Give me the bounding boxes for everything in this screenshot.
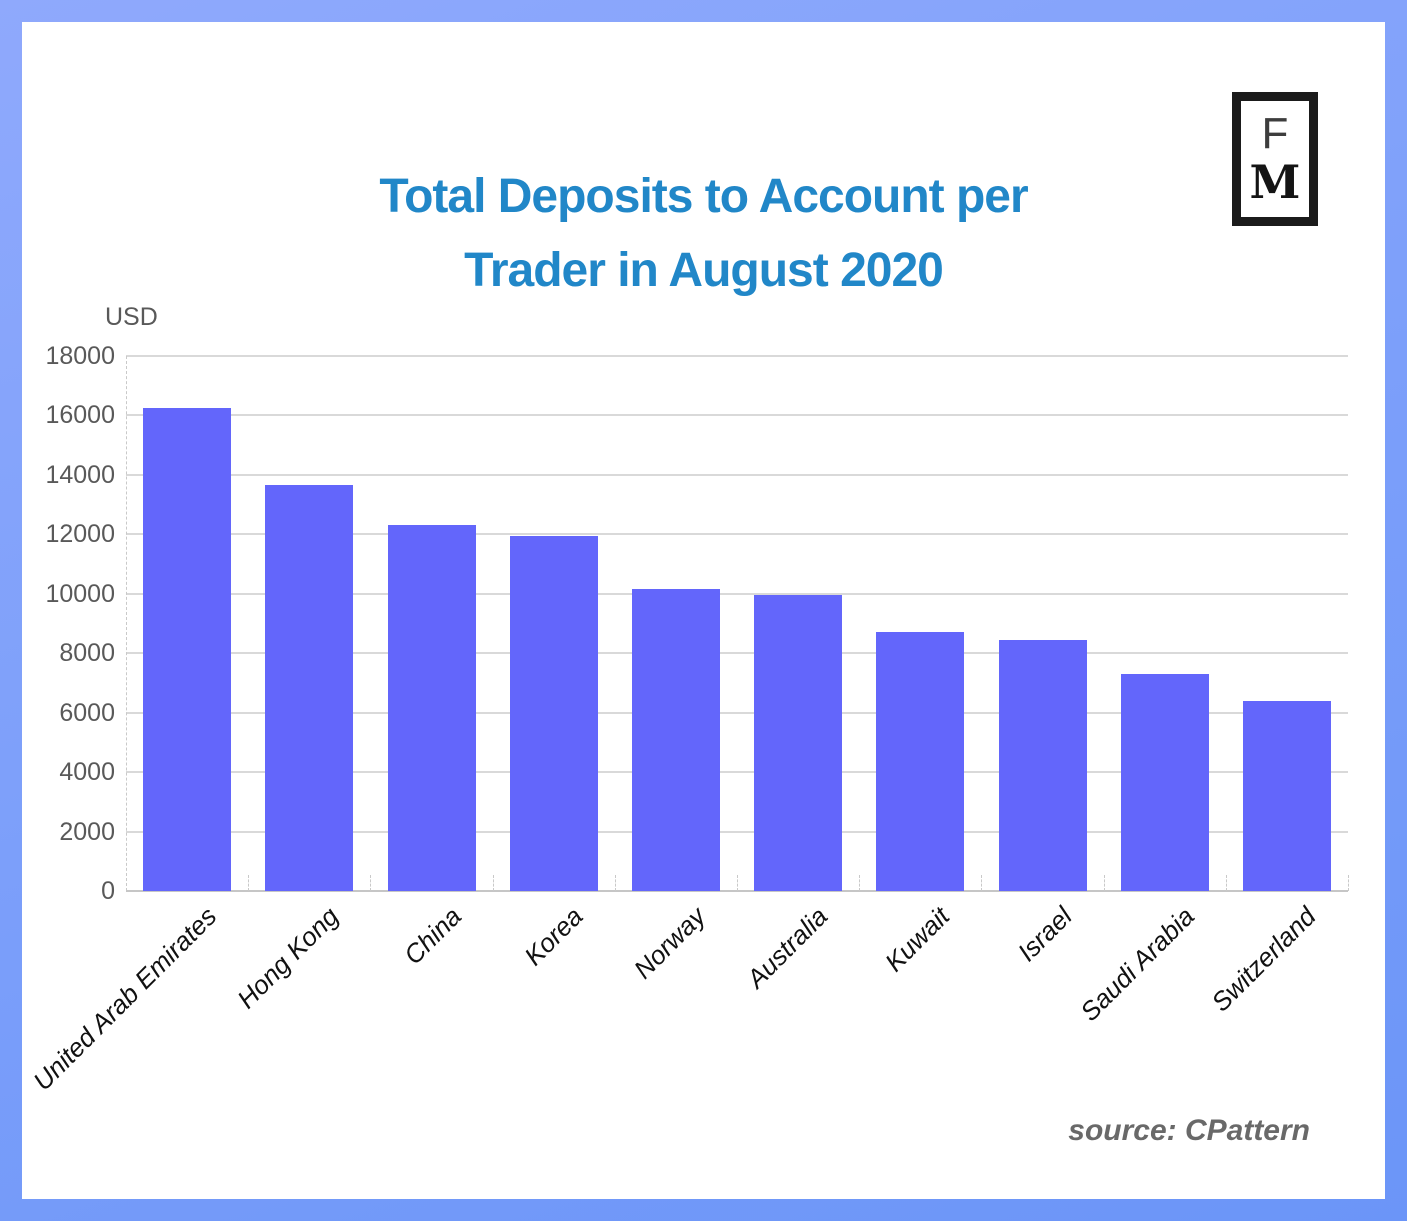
bar-chart-plot-area: 0 2000 4000 6000 8000 10000 12000 14000 16000 180… (22, 22, 1385, 1199)
y-tick-label-14000: 14000 (45, 460, 115, 489)
x-axis-line (126, 890, 1348, 892)
gridline-4000 (126, 771, 1348, 774)
x-tick-mark (1348, 875, 1349, 891)
bar-saudi-arabia (1120, 674, 1209, 891)
x-tick-label-united-arab-emirates: United Arab Emirates (27, 901, 223, 1097)
y-tick-label-4000: 4000 (59, 758, 115, 787)
y-tick-label-8000: 8000 (59, 639, 115, 668)
y-tick-label-18000: 18000 (45, 342, 115, 370)
y-tick-label-0: 0 (101, 877, 115, 905)
bar-korea (509, 535, 598, 891)
x-tick-label-kuwait: Kuwait (879, 901, 956, 978)
chart-title: Total Deposits to Account per Trader in … (22, 160, 1385, 308)
finance-magnates-logo: F M (1232, 92, 1318, 226)
gridline-2000 (126, 830, 1348, 833)
x-tick-label-australia: Australia (740, 901, 834, 994)
bar-israel (998, 639, 1087, 891)
logo-letter-f: F (1261, 109, 1289, 158)
x-tick-label-hong-kong: Hong Kong (231, 901, 345, 1015)
x-tick-label-korea: Korea (518, 901, 589, 972)
x-tick-mark (248, 875, 250, 891)
logo-letter-m: M (1249, 155, 1301, 209)
gridline-8000 (126, 652, 1348, 655)
bar-kuwait (876, 632, 965, 891)
y-tick-label-12000: 12000 (45, 520, 115, 549)
bar-hong-kong (265, 485, 354, 891)
x-tick-mark (981, 875, 983, 891)
x-tick-label-china: China (397, 901, 467, 971)
x-tick-label-norway: Norway (627, 901, 712, 985)
y-axis-unit-label: USD (105, 303, 158, 331)
gridline-14000 (126, 473, 1348, 476)
chart-title-line-1: Total Deposits to Account per (379, 170, 1028, 223)
bar-united-arab-emirates (143, 408, 232, 891)
gridline-6000 (126, 711, 1348, 714)
x-tick-mark (737, 875, 738, 891)
bar-china (387, 525, 476, 891)
bar-switzerland (1242, 700, 1331, 891)
x-tick-label-israel: Israel (1011, 901, 1078, 968)
bar-australia (754, 595, 843, 891)
source-attribution: source: CPattern (1068, 1114, 1310, 1147)
x-tick-label-saudi-arabia: Saudi Arabia (1074, 901, 1200, 1027)
gridline-12000 (126, 533, 1348, 536)
chart-canvas: Total Deposits to Account per Trader in … (22, 22, 1385, 1199)
x-tick-mark (614, 875, 616, 891)
chart-title-line-2: Trader in August 2020 (464, 244, 944, 297)
x-tick-mark (370, 875, 372, 891)
bar-norway (631, 589, 720, 891)
y-tick-label-16000: 16000 (45, 401, 115, 430)
x-tick-mark (492, 875, 494, 891)
gridline-16000 (126, 414, 1348, 417)
x-tick-mark (1225, 875, 1227, 891)
gridline-18000 (126, 355, 1348, 357)
x-tick-mark (1103, 875, 1105, 891)
x-tick-label-switzerland: Switzerland (1205, 901, 1323, 1018)
gridline-10000 (126, 592, 1348, 595)
x-tick-mark (859, 875, 861, 891)
y-axis-line (126, 356, 127, 891)
y-tick-label-2000: 2000 (59, 817, 115, 846)
y-tick-label-6000: 6000 (59, 698, 115, 727)
y-tick-label-10000: 10000 (45, 579, 115, 608)
